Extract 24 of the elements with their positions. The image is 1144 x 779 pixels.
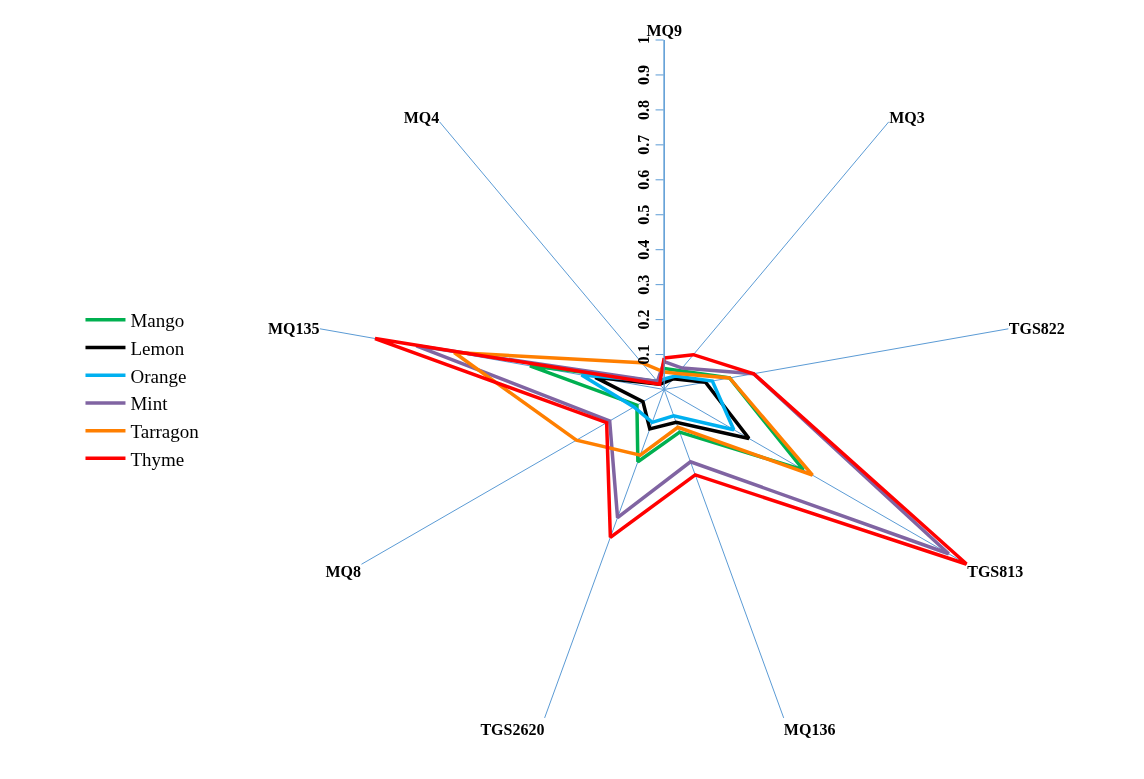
spoke-label: MQ3: [889, 108, 925, 126]
y-tick-label: 0.3: [635, 274, 653, 295]
spoke-label: MQ136: [783, 721, 836, 739]
y-tick-label: 0.8: [635, 99, 653, 120]
legend-label: Orange: [130, 365, 187, 387]
y-tick-label: 0.1: [635, 344, 653, 365]
legend-label: Mint: [130, 393, 169, 415]
y-tick-label: 0.9: [635, 64, 653, 85]
y-tick-label: 0.2: [635, 309, 653, 330]
legend-label: Lemon: [130, 337, 185, 359]
spoke-label: MQ4: [403, 108, 440, 126]
legend-label: Tarragon: [130, 421, 200, 443]
spoke-label: TGS822: [1008, 319, 1065, 337]
spoke-label: TGS2620: [480, 721, 545, 739]
y-tick-label: 1: [635, 36, 653, 44]
spoke-label: TGS813: [967, 563, 1024, 581]
y-tick-label: 0.5: [635, 204, 653, 225]
spoke-label: MQ8: [325, 563, 362, 581]
y-tick-label: 0.7: [635, 134, 653, 155]
legend-label: Thyme: [130, 448, 185, 470]
y-tick-label: 0.4: [635, 239, 653, 260]
spoke-label: MQ135: [267, 319, 320, 337]
legend-label: Mango: [130, 310, 185, 332]
y-tick-label: 0.6: [635, 169, 653, 190]
